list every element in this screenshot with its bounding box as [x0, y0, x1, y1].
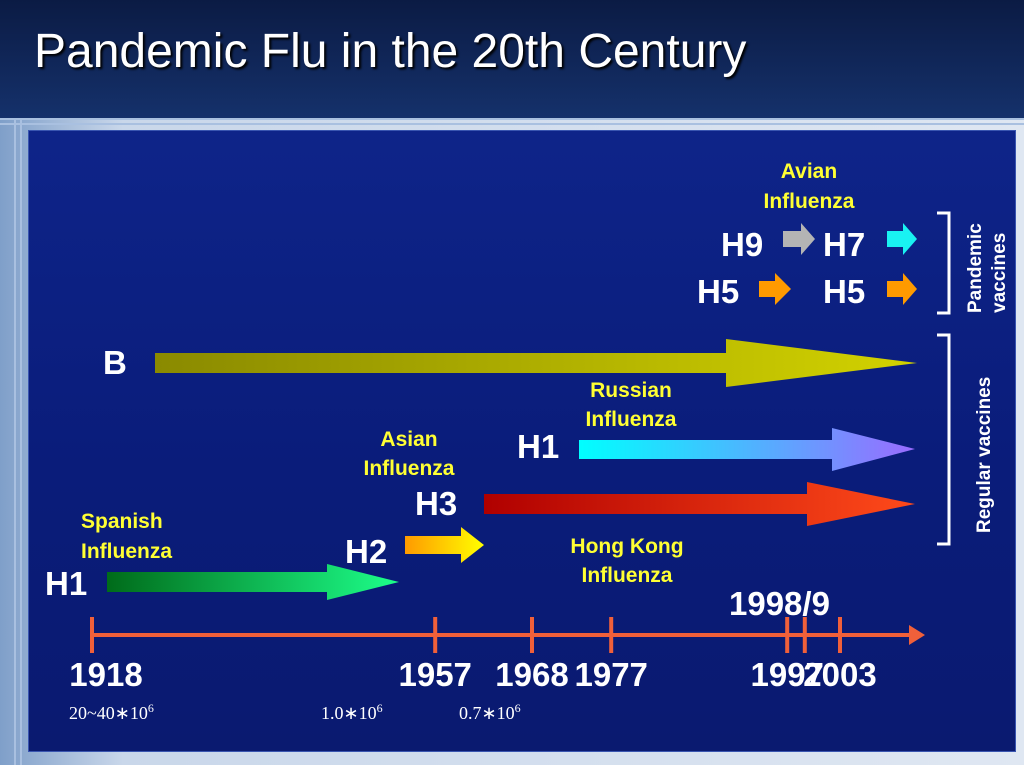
- avian-label-line1: Avian: [781, 160, 837, 183]
- asian-label-line1: Asian: [380, 428, 437, 451]
- axis-arrowhead: [909, 625, 925, 645]
- year-label-1977: 1977: [574, 656, 647, 693]
- asian-label-line2: Influenza: [363, 457, 454, 480]
- arrow-russian: [579, 428, 915, 471]
- small-arrow-gray: [783, 223, 815, 255]
- year-label-2003: 2003: [803, 656, 876, 693]
- b-label: B: [103, 344, 127, 381]
- deaths-1918: 20~40∗106: [69, 701, 154, 723]
- small-arrow-orange: [887, 273, 917, 305]
- timeline-diagram: Avian Influenza H9 H7 H5 H5 Pandemic vac…: [28, 130, 1016, 752]
- arrow-hongkong: [484, 482, 915, 526]
- hongkong-label-line2: Influenza: [581, 564, 672, 587]
- diagram-svg: Avian Influenza H9 H7 H5 H5 Pandemic vac…: [45, 160, 1010, 723]
- h9-label: H9: [721, 226, 763, 263]
- title-bar: Pandemic Flu in the 20th Century: [0, 0, 1024, 118]
- svg-text:vaccines: vaccines: [989, 233, 1010, 313]
- h1-russian-label: H1: [517, 428, 559, 465]
- russian-label-line1: Russian: [590, 379, 672, 402]
- regular-vaccines-label: Regular vaccines: [974, 377, 995, 533]
- decor-line: [20, 0, 22, 765]
- year-label-1968: 1968: [495, 656, 568, 693]
- regular-bracket: [937, 333, 951, 546]
- svg-text:Pandemic: Pandemic: [965, 223, 986, 313]
- decor-line: [0, 118, 1024, 120]
- deaths-1968: 0.7∗106: [459, 701, 521, 723]
- small-arrow-cyan: [887, 223, 917, 255]
- h5-label-left: H5: [697, 273, 739, 310]
- h7-label: H7: [823, 226, 865, 263]
- h1-spanish-label: H1: [45, 565, 87, 602]
- hongkong-label-line1: Hong Kong: [570, 535, 683, 558]
- decor-line: [0, 123, 1024, 125]
- arrow-b: [155, 339, 917, 387]
- deaths-1957: 1.0∗106: [321, 701, 383, 723]
- h3-label: H3: [415, 485, 457, 522]
- small-arrow-orange: [759, 273, 791, 305]
- year-label-1918: 1918: [69, 656, 142, 693]
- spanish-label-line2: Influenza: [81, 540, 172, 563]
- h5-label-right: H5: [823, 273, 865, 310]
- decor-line: [14, 0, 16, 765]
- pandemic-bracket: [937, 211, 951, 315]
- spanish-label-line1: Spanish: [81, 510, 163, 533]
- slide-title: Pandemic Flu in the 20th Century: [34, 25, 747, 78]
- year-label-1997: 1997: [750, 656, 823, 693]
- avian-label-line2: Influenza: [763, 190, 854, 213]
- h2-label: H2: [345, 533, 387, 570]
- arrow-spanish: [107, 564, 399, 600]
- russian-label-line2: Influenza: [585, 408, 676, 431]
- pandemic-vaccines-label: Pandemic vaccines: [965, 223, 1010, 313]
- year-label-1957: 1957: [398, 656, 471, 693]
- year-label-1998-9: 1998/9: [729, 585, 830, 622]
- arrow-asian: [405, 527, 484, 563]
